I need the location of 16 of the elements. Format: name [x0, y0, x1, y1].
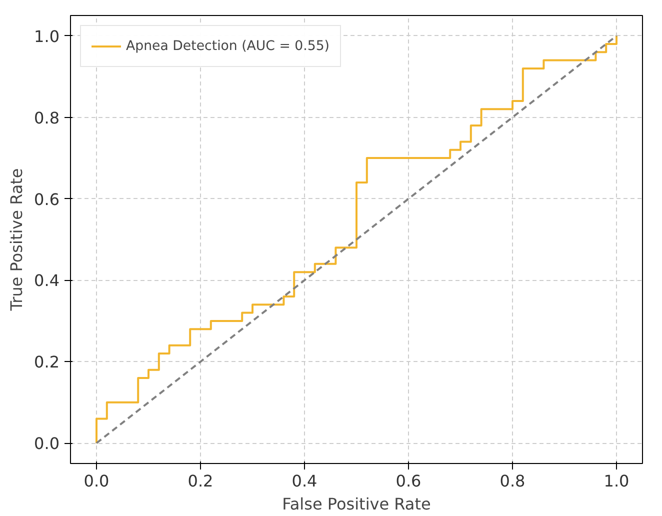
x-tick-label: 1.0 [604, 472, 630, 490]
y-tick-label: 0.2 [34, 352, 60, 372]
x-tick-label: 0.6 [396, 472, 422, 490]
line-series [96, 34, 618, 444]
x-tick-label: 0.0 [84, 472, 110, 490]
x-axis-title: False Positive Rate [282, 494, 431, 514]
legend-label: Apnea Detection (AUC = 0.55) [126, 38, 330, 54]
x-tick-label: 0.2 [188, 472, 214, 490]
y-tick-label: 0.6 [34, 190, 60, 209]
y-tick-label: 0.8 [34, 108, 60, 128]
x-tick-label: 0.8 [500, 472, 526, 490]
y-tick-label: 0.0 [34, 434, 60, 454]
y-tick-label: 1.0 [34, 26, 60, 46]
x-tick-label: 0.4 [292, 472, 318, 490]
y-tick-label: 0.4 [34, 271, 60, 290]
y-axis-title: True Positive Rate [7, 168, 26, 312]
